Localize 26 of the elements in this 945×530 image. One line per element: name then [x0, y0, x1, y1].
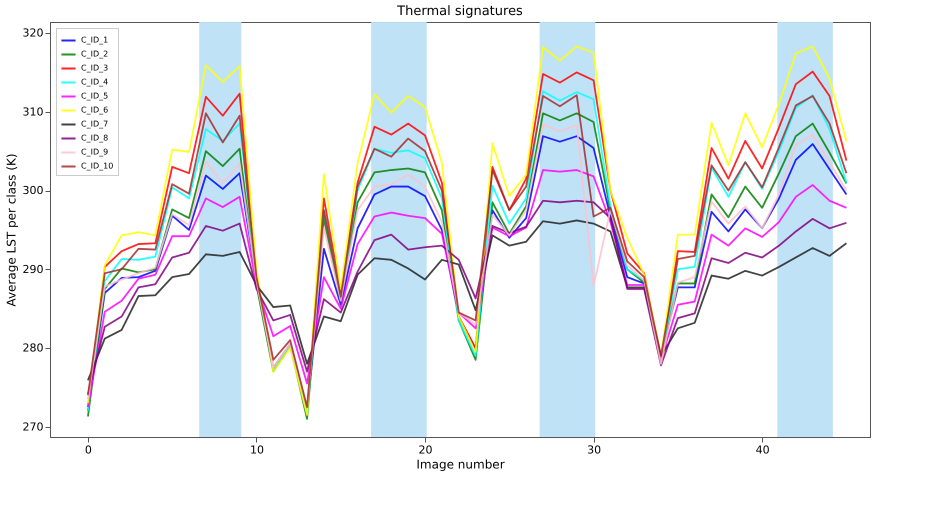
line-series: [87, 200, 848, 395]
legend-label: C_ID_4: [81, 78, 108, 86]
y-tick-label: 280: [22, 342, 44, 355]
x-tick-label: 30: [587, 444, 602, 456]
x-tick-label: 40: [756, 444, 770, 456]
legend-label: C_ID_9: [81, 148, 108, 156]
y-tick-label: 300: [22, 184, 44, 198]
line-series: [87, 220, 848, 382]
x-tick-label: 10: [250, 444, 264, 456]
y-tick-label: 290: [22, 262, 44, 276]
y-tick-label: 270: [22, 420, 44, 434]
y-tick-label: 310: [22, 105, 44, 118]
legend-label: C_ID_6: [81, 106, 108, 114]
legend-label: C_ID_3: [81, 64, 108, 72]
legend-label: C_ID_8: [81, 134, 108, 142]
legend-label: C_ID_10: [81, 162, 114, 170]
legend-label: C_ID_1: [81, 36, 108, 44]
chart-title: Thermal signatures: [396, 4, 524, 19]
y-tick-label: 320: [22, 26, 44, 40]
x-tick-label: 20: [418, 444, 433, 456]
legend-label: C_ID_2: [81, 50, 108, 58]
y-axis-title: Average LST per class (K): [4, 153, 19, 307]
x-axis-title: Image number: [416, 458, 505, 472]
legend-label: C_ID_7: [81, 120, 108, 128]
legend-label: C_ID_5: [81, 92, 108, 100]
x-tick-label: 0: [84, 444, 92, 456]
